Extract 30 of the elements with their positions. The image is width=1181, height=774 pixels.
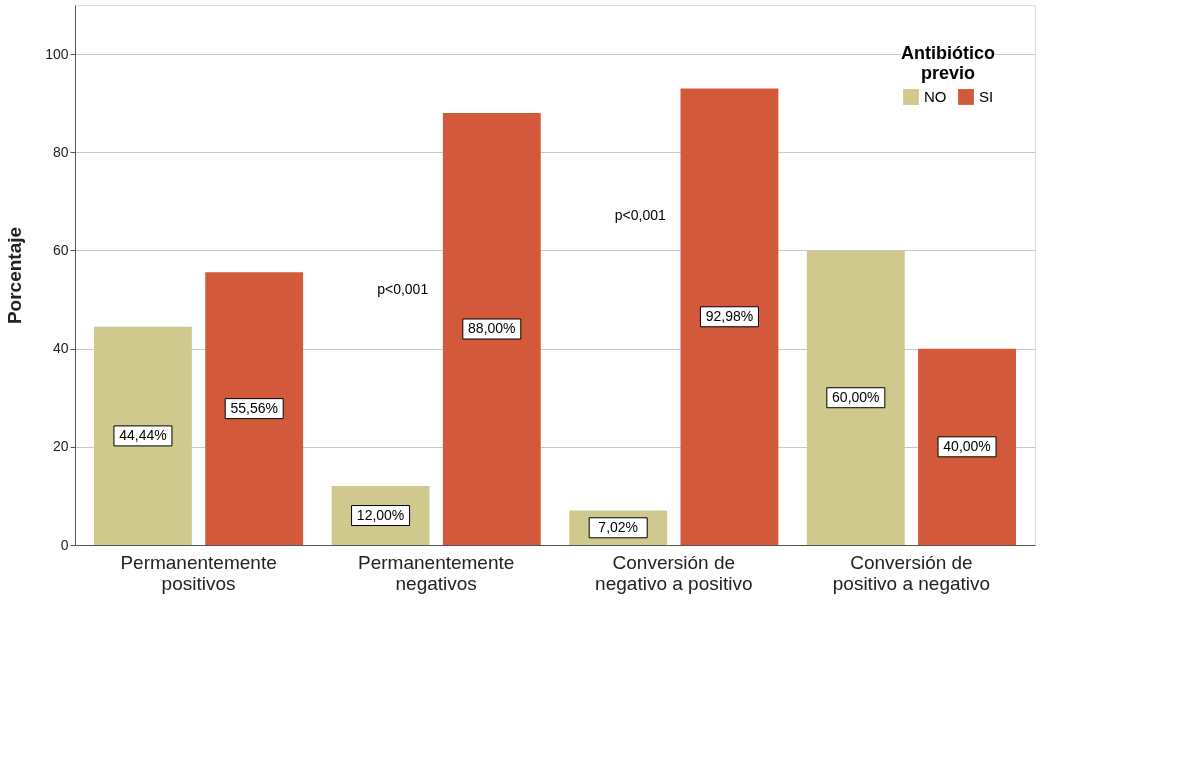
data-label: 60,00% (832, 388, 880, 405)
data-label: 92,98% (705, 307, 754, 324)
y-tick-label: 20 (52, 438, 69, 455)
legend-label: NO (924, 88, 947, 105)
y-tick-label: 100 (45, 45, 69, 62)
bar (205, 272, 304, 545)
bar (94, 326, 192, 545)
data-label: 7,02% (598, 518, 639, 535)
bar (918, 348, 1016, 545)
x-tick-label: Conversión de negativo a positivo (595, 551, 753, 594)
bar (806, 250, 905, 545)
data-label: 40,00% (943, 437, 991, 454)
y-tick-label: 60 (52, 241, 69, 258)
legend-title: Antibiótico previo (901, 43, 995, 83)
bar (442, 113, 541, 545)
legend-label: SI (979, 88, 994, 105)
data-label: 44,44% (119, 426, 167, 443)
x-tick-label: Conversión de positivo a negativo (832, 551, 991, 594)
x-tick-label: Permanentemente positivos (120, 551, 277, 594)
data-label: 12,00% (356, 506, 405, 523)
annotation: p<0,001 (377, 281, 429, 298)
x-tick-label: Permanentemente negativos (358, 551, 515, 594)
y-tick-label: 80 (52, 143, 69, 160)
y-axis-title: Porcentaje (4, 226, 26, 325)
annotation: p<0,001 (614, 207, 667, 224)
data-label: 55,56% (230, 399, 278, 416)
data-label: 88,00% (468, 320, 516, 336)
bar (680, 88, 779, 545)
y-tick-label: 0 (60, 536, 69, 553)
y-tick-label: 40 (52, 340, 69, 357)
